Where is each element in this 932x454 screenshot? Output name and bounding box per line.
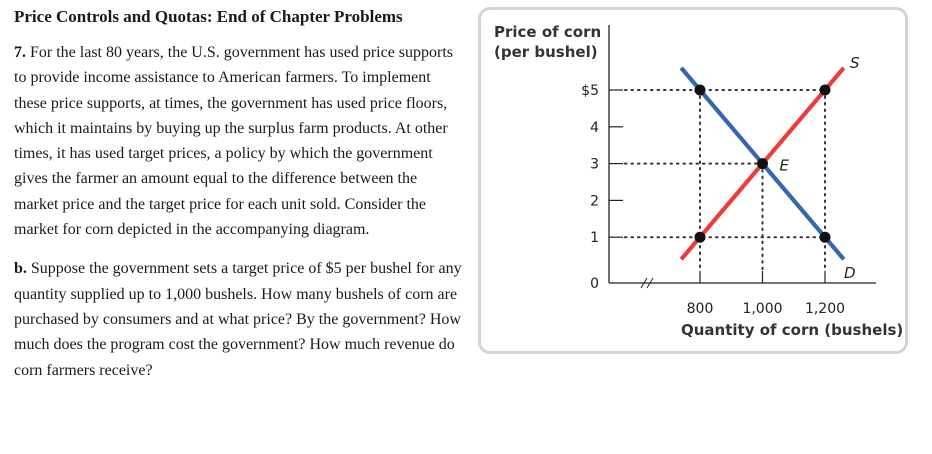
y-tick-label: 4	[590, 120, 599, 136]
section-heading: Price Controls and Quotas: End of Chapte…	[14, 7, 403, 26]
y-axis-title-line1: Price of corn	[494, 23, 601, 41]
y-axis-title-line2: (per bushel)	[494, 43, 598, 61]
data-point-marker	[757, 158, 768, 170]
chart-frame: Price of corn (per bushel) Quantity of cor…	[478, 7, 908, 354]
equilibrium-label: E	[780, 157, 790, 175]
data-point-marker	[694, 231, 706, 243]
supply-label: S	[850, 54, 860, 72]
axis-break-mark	[640, 277, 648, 289]
part-b-label: b.	[14, 260, 27, 278]
y-tick-label: 3	[590, 157, 599, 173]
part-b-paragraph: b. Suppose the government sets a target …	[14, 256, 464, 382]
x-tick-label: 1,000	[742, 301, 782, 317]
axis-break-mark	[646, 277, 654, 289]
x-tick-label: 800	[687, 301, 714, 317]
data-point-marker	[819, 231, 831, 243]
y-tick-label: 1	[590, 230, 599, 246]
x-tick-label: 1,200	[805, 301, 845, 317]
problem-text-column: Price Controls and Quotas: End of Chapte…	[14, 6, 464, 383]
y-tick-label: $5	[581, 83, 599, 99]
problem-text: For the last 80 years, the U.S. governme…	[14, 44, 454, 239]
y-tick-label: 2	[590, 193, 599, 209]
part-b-text: Suppose the government sets a target pri…	[14, 260, 462, 379]
y-tick-label: 0	[590, 276, 599, 292]
demand-label: D	[844, 264, 856, 282]
corn-market-chart: Price of corn (per bushel) Quantity of cor…	[494, 23, 903, 339]
problem-paragraph: 7. For the last 80 years, the U.S. gover…	[14, 40, 464, 242]
problem-number: 7.	[14, 44, 26, 61]
data-point-marker	[819, 84, 831, 96]
data-point-marker	[694, 84, 706, 96]
x-axis-title: Quantity of corn (bushels)	[681, 321, 903, 339]
